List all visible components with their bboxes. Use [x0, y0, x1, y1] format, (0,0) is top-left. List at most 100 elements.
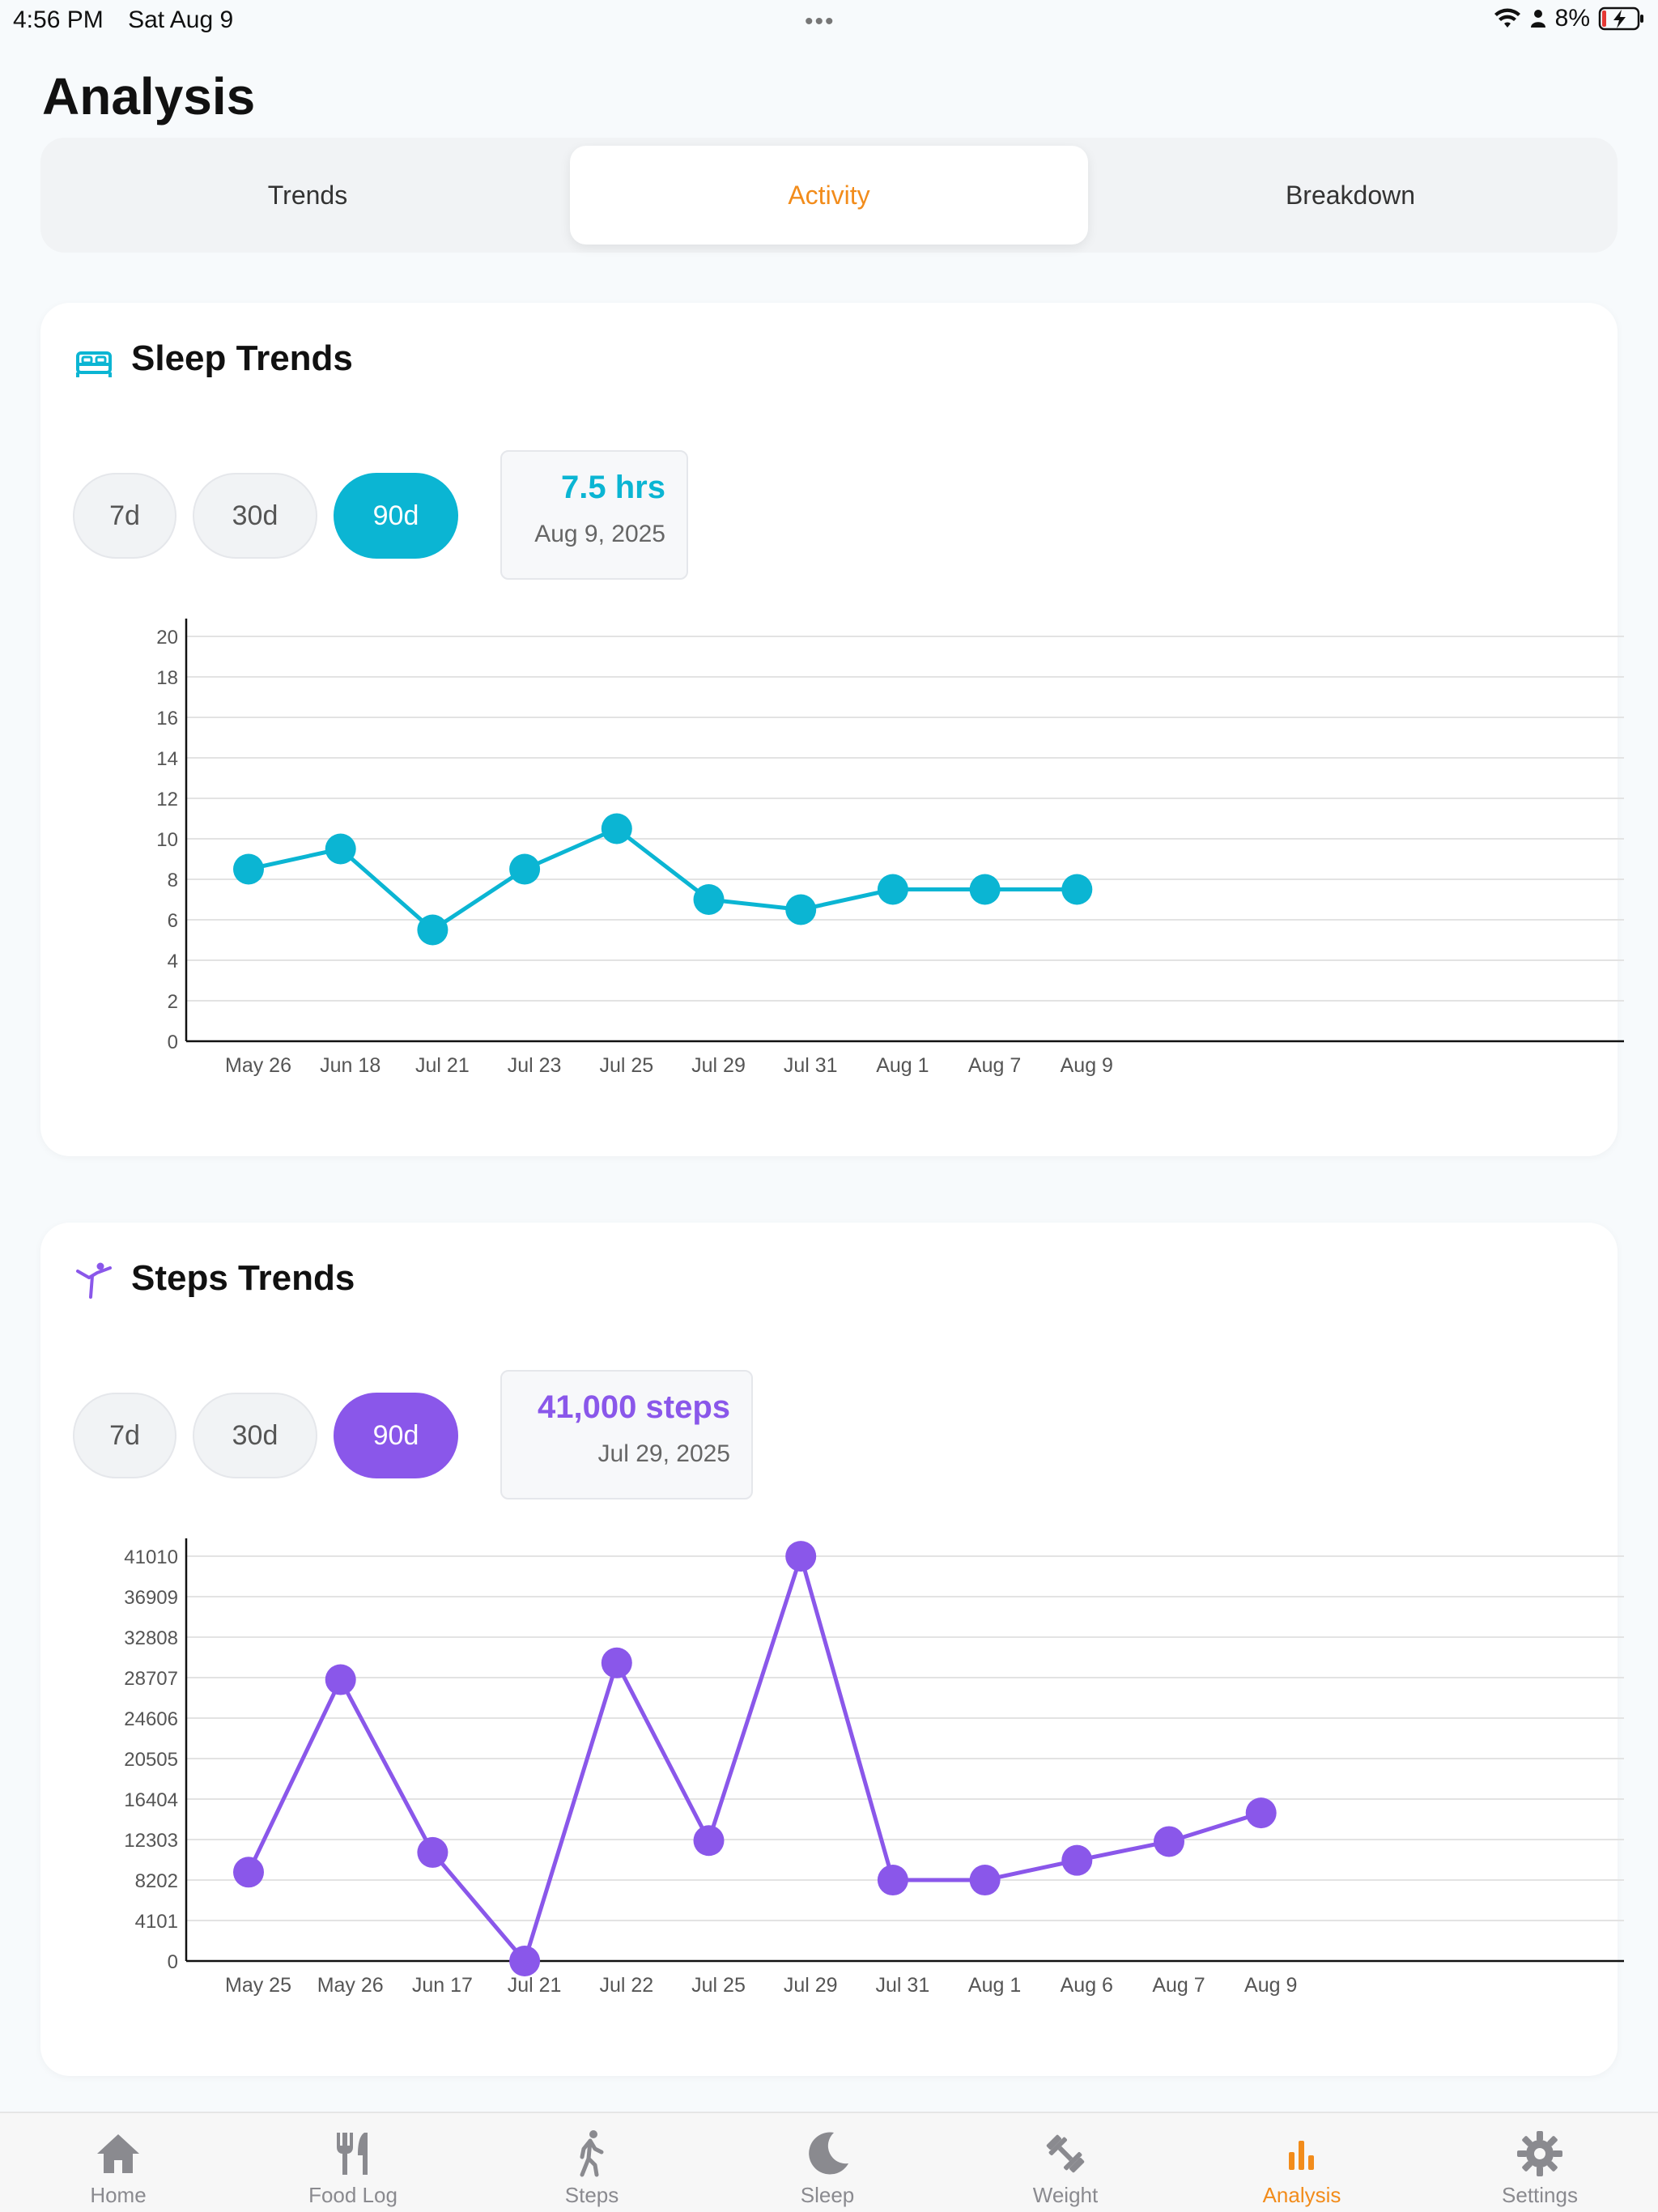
steps-data-point	[1061, 1844, 1093, 1876]
sleep-y-tick-label: 8	[168, 870, 178, 891]
status-time-date: 4:56 PM Sat Aug 9	[13, 6, 251, 34]
tabbar-label-sleep: Sleep	[800, 2183, 855, 2207]
tabbar-label-analysis: Analysis	[1262, 2183, 1341, 2207]
steps-data-point	[969, 1865, 1001, 1896]
sleep-y-tick-label: 16	[156, 708, 178, 730]
status-time: 4:56 PM	[13, 6, 104, 33]
multitasking-dots-icon[interactable]: •••	[805, 8, 835, 35]
tabbar-label-weight: Weight	[1032, 2183, 1099, 2207]
steps-data-point	[325, 1664, 356, 1695]
sleep-x-tick-label: Jul 21	[415, 1054, 470, 1077]
steps-data-point	[233, 1857, 264, 1888]
sleep-x-tick-label: Aug 1	[876, 1054, 929, 1077]
status-date: Sat Aug 9	[128, 6, 234, 33]
tab-trends[interactable]: Trends	[267, 180, 348, 210]
sleep-range-7d[interactable]: 7d	[73, 473, 176, 559]
sleep-selected-point-tooltip: 7.5 hrs Aug 9, 2025	[500, 450, 688, 580]
wifi-icon	[1494, 8, 1520, 28]
steps-card-title: Steps Trends	[131, 1258, 355, 1298]
tabbar-item-home[interactable]: Home	[0, 2113, 236, 2212]
sleep-x-tick-label: Jul 31	[784, 1054, 838, 1077]
steps-x-tick-label: Jul 29	[784, 1974, 838, 1997]
steps-y-tick-label: 0	[168, 1951, 178, 1973]
sleep-data-point	[877, 874, 908, 905]
steps-y-tick-label: 12303	[124, 1830, 178, 1852]
steps-y-tick-label: 8202	[135, 1870, 178, 1892]
tabbar-label-settings: Settings	[1502, 2183, 1578, 2207]
tabbar-item-sleep[interactable]: Sleep	[709, 2113, 946, 2212]
sleep-range-90d[interactable]: 90d	[334, 473, 458, 559]
sleep-data-point	[417, 914, 449, 946]
sleep-y-tick-label: 6	[168, 910, 178, 932]
steps-data-point	[509, 1946, 541, 1976]
sleep-y-tick-label: 0	[168, 1032, 178, 1053]
sleep-data-point	[1061, 874, 1093, 905]
sleep-data-point	[785, 894, 817, 925]
status-indicators: 8%	[1494, 5, 1647, 32]
walking-icon	[76, 1262, 112, 1299]
tabbar-item-settings[interactable]: Settings	[1422, 2113, 1658, 2212]
steps-y-tick-label: 28707	[124, 1668, 178, 1690]
steps-y-tick-label: 32808	[124, 1627, 178, 1649]
sleep-y-tick-label: 14	[156, 748, 178, 770]
steps-range-90d[interactable]: 90d	[334, 1393, 458, 1478]
steps-data-point	[785, 1541, 817, 1572]
steps-x-tick-label: May 25	[225, 1974, 291, 1997]
walking-icon	[580, 2130, 604, 2177]
sleep-x-tick-label: Jul 29	[691, 1054, 746, 1077]
status-bar: 4:56 PM Sat Aug 9 ••• 8%	[0, 0, 1658, 40]
bar-chart-icon	[1289, 2141, 1314, 2170]
sleep-x-tick-label: Jul 23	[508, 1054, 562, 1077]
steps-series-line	[246, 1554, 1262, 1963]
sleep-data-point	[601, 813, 632, 844]
steps-x-tick-label: Jul 22	[599, 1974, 653, 1997]
battery-charging-icon	[1598, 6, 1643, 31]
gear-icon	[1517, 2131, 1562, 2176]
sleep-x-tick-label: Jun 18	[320, 1054, 380, 1077]
steps-data-point	[601, 1647, 632, 1678]
tabbar-item-steps[interactable]: Steps	[474, 2113, 710, 2212]
steps-data-point	[417, 1836, 449, 1868]
sleep-y-tick-label: 10	[156, 829, 178, 851]
steps-x-tick-label: Jul 31	[876, 1974, 930, 1997]
steps-y-tick-label: 24606	[124, 1708, 178, 1730]
sleep-data-point	[969, 874, 1001, 905]
sleep-tooltip-value: 7.5 hrs	[561, 470, 665, 505]
tab-activity[interactable]: Activity	[570, 146, 1088, 245]
sleep-range-30d[interactable]: 30d	[193, 473, 317, 559]
sleep-y-tick-label: 4	[168, 951, 178, 972]
battery-percent: 8%	[1554, 5, 1590, 32]
tabbar-item-analysis[interactable]: Analysis	[1184, 2113, 1420, 2212]
steps-data-point	[877, 1865, 908, 1896]
fork-knife-icon	[337, 2133, 368, 2175]
bed-icon	[76, 351, 112, 377]
tabbar-item-food-log[interactable]: Food Log	[235, 2113, 471, 2212]
sleep-x-tick-label: Aug 9	[1061, 1054, 1113, 1077]
sleep-line-chart[interactable]: 0 2 4 6 8 10 12 14 16 18 20 May 26 Jun 18 Jul 21 Jul 2…	[81, 619, 1627, 1104]
steps-x-tick-label: Jul 25	[691, 1974, 746, 1997]
steps-selected-point-tooltip: 41,000 steps Jul 29, 2025	[500, 1370, 753, 1499]
steps-data-point	[1154, 1826, 1184, 1857]
dumbbell-icon	[1046, 2134, 1085, 2173]
person-icon	[1530, 10, 1545, 28]
steps-range-7d[interactable]: 7d	[73, 1393, 176, 1478]
sleep-y-tick-label: 20	[156, 627, 178, 649]
steps-range-30d[interactable]: 30d	[193, 1393, 317, 1478]
sleep-data-point	[325, 833, 356, 865]
steps-x-tick-label: Jul 21	[508, 1974, 562, 1997]
sleep-data-point	[509, 853, 541, 885]
steps-y-tick-label: 36909	[124, 1587, 178, 1609]
sleep-x-tick-label: Jul 25	[599, 1054, 653, 1077]
sleep-series-line	[248, 827, 1078, 932]
sleep-data-point	[233, 853, 264, 885]
steps-line-chart[interactable]: 0 4101 8202 12303 16404 20505 24606 28707 32808 3…	[81, 1538, 1627, 2024]
tab-breakdown[interactable]: Breakdown	[1285, 180, 1416, 210]
analysis-tab-selector: Trends Activity Breakdown	[40, 138, 1618, 253]
sleep-data-point	[693, 884, 725, 915]
tabbar-item-weight[interactable]: Weight	[947, 2113, 1184, 2212]
bottom-tab-bar: Home Food Log Steps Sleep	[0, 2112, 1658, 2212]
steps-tooltip-date: Jul 29, 2025	[597, 1440, 730, 1467]
sleep-tooltip-date: Aug 9, 2025	[534, 521, 665, 547]
tabbar-label-home: Home	[90, 2183, 147, 2207]
steps-data-point	[1245, 1797, 1277, 1829]
